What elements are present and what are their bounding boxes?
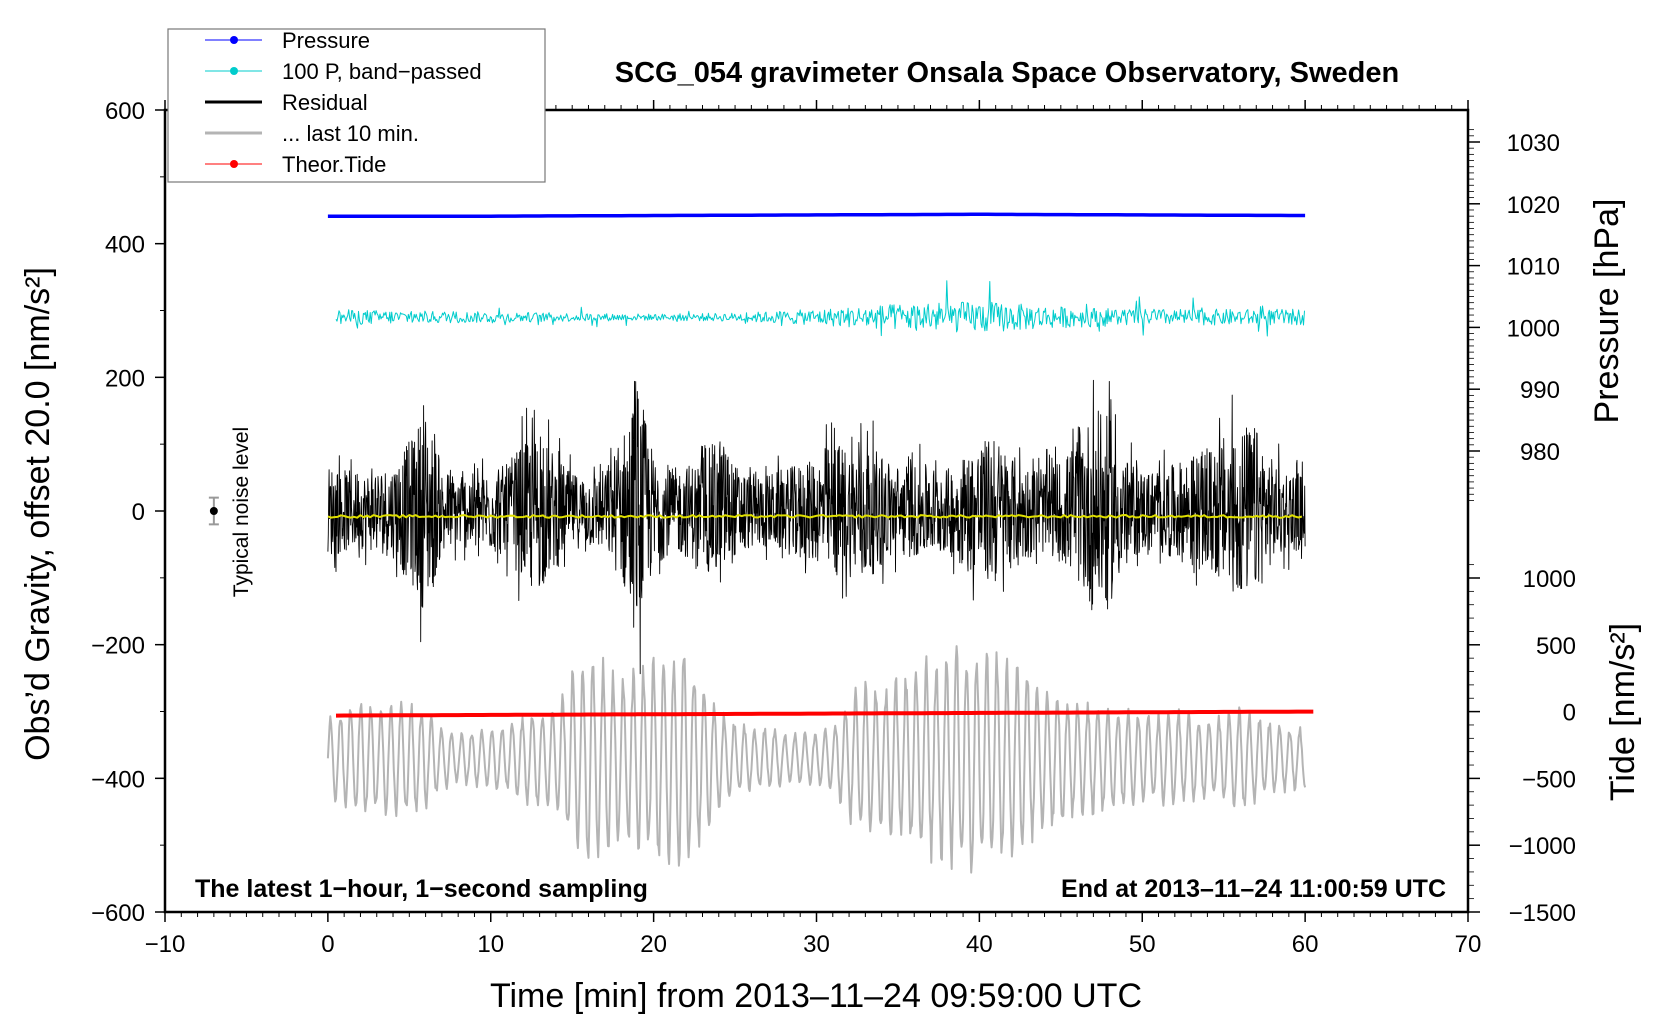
- annotation-bottom-right: End at 2013–11–24 11:00:59 UTC: [1061, 875, 1446, 903]
- x-tick-label: 20: [640, 931, 667, 958]
- legend-item: 100 P, band−passed: [205, 59, 482, 84]
- tide-axis-label: Tide [nm/s²]: [1604, 623, 1642, 801]
- legend: Pressure 100 P, band−passed Residual ... la…: [167, 28, 546, 183]
- y-tick-label: 400: [105, 232, 145, 259]
- pressure-tick-label: 980: [1520, 439, 1560, 466]
- x-axis-label: Time [min] from 2013–11–24 09:59:00 UTC: [490, 977, 1142, 1015]
- annotation-bottom-left: The latest 1−hour, 1−second sampling: [195, 875, 648, 903]
- tide-tick-label: 1000: [1523, 566, 1576, 593]
- legend-label: ... last 10 min.: [282, 121, 419, 146]
- series-pressure: [327, 212, 1306, 218]
- noise-label: Typical noise level: [230, 427, 253, 597]
- pressure-tick-label: 1020: [1507, 192, 1560, 219]
- y-tick-label: −600: [91, 900, 145, 927]
- x-tick-label: −10: [145, 931, 186, 958]
- legend-label: 100 P, band−passed: [282, 59, 482, 84]
- x-tick-label: 10: [477, 931, 504, 958]
- x-tick-label: 0: [321, 931, 334, 958]
- y-tick-label: −400: [91, 766, 145, 793]
- series-residual-smoothed: [327, 514, 1303, 519]
- y-tick-label: 200: [105, 365, 145, 392]
- x-tick-label: 70: [1455, 931, 1482, 958]
- noise-dot: [209, 507, 218, 515]
- y-tick-label: 600: [105, 98, 145, 125]
- chart-title: SCG_054 gravimeter Onsala Space Observat…: [615, 57, 1399, 89]
- legend-item: ... last 10 min.: [205, 121, 419, 146]
- legend-label: Pressure: [282, 28, 370, 53]
- series-band-passed: [335, 280, 1305, 337]
- ticks-layer: −10 0 10 20 30 40 50 60 70−600−400−2000200400600…: [91, 98, 1576, 958]
- legend-label: Residual: [282, 90, 368, 115]
- legend-label: Theor.Tide: [282, 152, 386, 177]
- pressure-tick-label: 1000: [1507, 315, 1560, 342]
- legend-marker: [230, 67, 238, 75]
- noise-marker: Typical noise level: [208, 427, 253, 597]
- tide-tick-label: −1000: [1509, 833, 1576, 860]
- tide-tick-label: −1500: [1509, 900, 1576, 927]
- legend-marker: [230, 160, 238, 168]
- legend-item: Pressure: [205, 28, 370, 53]
- series-residual: [327, 379, 1306, 675]
- x-tick-label: 30: [803, 931, 830, 958]
- legend-box: [167, 28, 546, 183]
- y-tick-label: 0: [132, 499, 145, 526]
- pressure-tick-label: 1030: [1507, 130, 1560, 157]
- x-tick-label: 60: [1292, 931, 1319, 958]
- y-tick-label: −200: [91, 633, 145, 660]
- series-layer: [326, 212, 1314, 874]
- pressure-axis-label: Pressure [hPa]: [1588, 199, 1626, 424]
- pressure-tick-label: 990: [1520, 377, 1560, 404]
- y-axis-label: Obs’d Gravity, offset 20.0 [nm/s²]: [19, 267, 57, 761]
- tide-tick-label: 0: [1563, 700, 1576, 727]
- legend-item: Theor.Tide: [205, 152, 386, 177]
- pressure-tick-label: 1010: [1507, 254, 1560, 281]
- tide-tick-label: −500: [1522, 766, 1576, 793]
- tide-tick-label: 500: [1536, 633, 1576, 660]
- series-last-10-min: [326, 645, 1307, 874]
- x-tick-label: 50: [1129, 931, 1156, 958]
- legend-marker: [230, 36, 238, 44]
- x-tick-label: 40: [966, 931, 993, 958]
- series-theor-tide: [335, 709, 1314, 718]
- legend-item: Residual: [205, 90, 368, 115]
